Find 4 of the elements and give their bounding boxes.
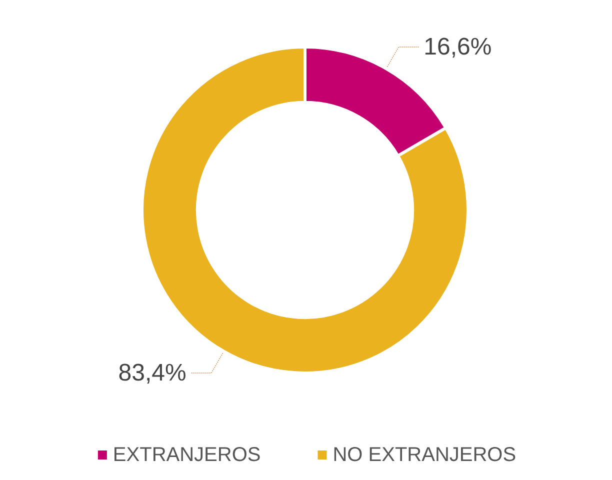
legend-label: NO EXTRANJEROS bbox=[332, 444, 516, 466]
data-label: 16,6% bbox=[424, 33, 492, 60]
legend-label: EXTRANJEROS bbox=[112, 444, 261, 466]
data-label: 83,4% bbox=[118, 360, 186, 387]
